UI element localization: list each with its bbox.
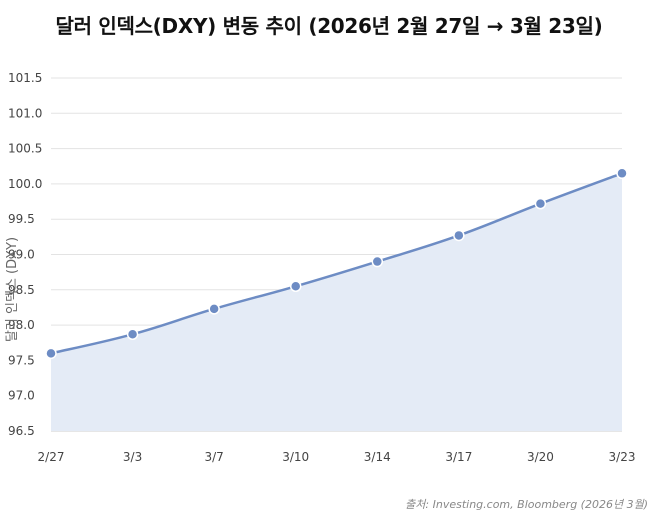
y-tick-label: 97.0 <box>8 389 35 403</box>
y-axis-title: 달러 인덱스 (DXY) <box>5 237 20 342</box>
y-tick-label: 101.0 <box>8 106 42 120</box>
y-tick-label: 97.5 <box>8 353 35 367</box>
x-tick-label: 3/17 <box>445 450 472 464</box>
chart-title: 달러 인덱스(DXY) 변동 추이 (2026년 2월 27일 → 3월 23일… <box>55 14 603 38</box>
data-point[interactable] <box>45 347 57 360</box>
x-tick-label: 3/23 <box>609 450 636 464</box>
x-tick-label: 3/10 <box>282 450 309 464</box>
y-tick-label: 101.5 <box>8 71 42 85</box>
data-point[interactable] <box>616 167 628 180</box>
y-tick-label: 96.5 <box>8 424 35 438</box>
area-fill-group <box>51 173 622 431</box>
area-fill <box>51 173 622 431</box>
x-tick-label: 3/20 <box>527 450 554 464</box>
data-point[interactable] <box>289 280 302 293</box>
y-tick-label: 100.0 <box>8 177 42 191</box>
source-note: 출처: Investing.com, Bloomberg (2026년 3월) <box>405 498 648 511</box>
y-tick-label: 98.5 <box>8 283 35 297</box>
series-line <box>49 172 624 355</box>
y-tick-label: 99.5 <box>8 212 35 226</box>
data-point[interactable] <box>371 255 384 268</box>
x-tick-label: 3/7 <box>204 450 223 464</box>
y-tick-label: 100.5 <box>8 142 42 156</box>
y-tick-label: 99.0 <box>8 248 35 262</box>
data-point[interactable] <box>453 229 465 242</box>
data-point[interactable] <box>208 303 220 315</box>
x-tick-label: 2/27 <box>38 450 65 464</box>
x-tick-label: 3/3 <box>123 450 142 464</box>
data-point[interactable] <box>534 197 547 210</box>
data-points-group <box>45 167 628 360</box>
x-axis-ticks: 2/27 3/3 3/7 3/10 3/14 3/17 3/20 3/23 <box>38 450 636 464</box>
data-point[interactable] <box>126 328 139 341</box>
series-line-group <box>49 172 624 355</box>
x-tick-label: 3/14 <box>364 450 391 464</box>
y-axis-ticks: 96.5 97.0 97.5 98.0 98.5 99.0 99.5 100.0 100.5 10… <box>8 71 42 438</box>
y-tick-label: 98.0 <box>8 318 35 332</box>
